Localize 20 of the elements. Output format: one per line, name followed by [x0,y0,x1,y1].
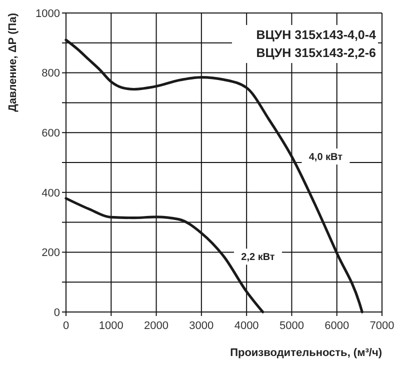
y-tick-label: 600 [42,127,60,140]
x-tick-label: 4000 [234,320,259,332]
x-tick-label: 5000 [279,320,304,332]
y-tick-label: 1000 [36,8,60,20]
x-tick-label: 6000 [324,320,350,332]
y-axis-title: Давление, ΔР (Па) [7,12,19,112]
x-tick-label: 2000 [144,320,169,332]
text: ВЦУН 315x143-2,2-6 [256,46,376,60]
text: ВЦУН 315x143-4,0-4 [256,28,376,42]
y-tick-label: 200 [42,247,60,260]
series-label: 2,2 кВт [241,252,275,264]
x-tick-label: 3000 [189,320,214,332]
series-label: 4,0 кВт [308,152,343,164]
x-tick-label: 7000 [370,320,394,332]
x-axis-title: Производительность, (м³/ч) [230,347,382,359]
x-tick-label: 0 [62,320,70,332]
y-tick-label: 800 [42,68,60,80]
x-tick-label: 1000 [98,320,124,332]
y-tick-label: 0 [54,306,60,319]
y-tick-label: 400 [42,187,60,200]
